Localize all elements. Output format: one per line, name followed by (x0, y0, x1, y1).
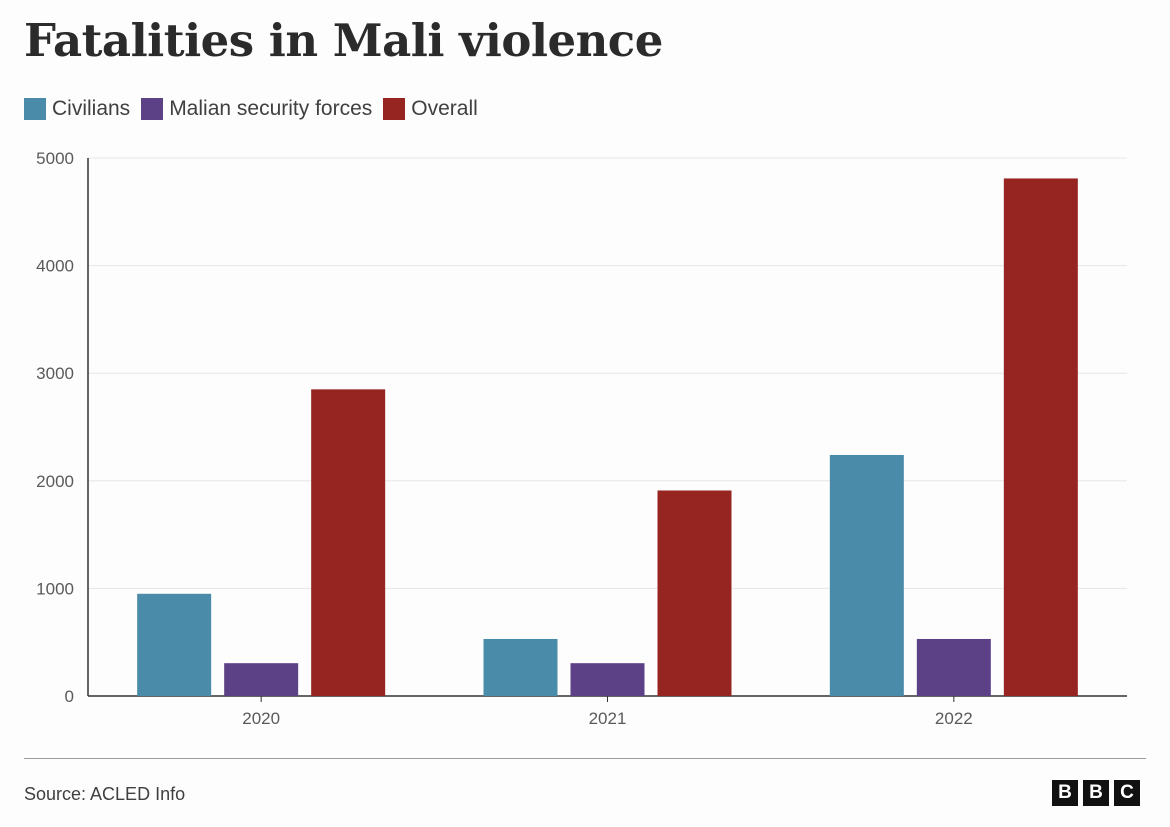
legend-swatch-overall (383, 98, 406, 120)
y-tick-label: 0 (65, 687, 74, 706)
bar-civilians-2021 (483, 638, 558, 696)
x-tick-label: 2021 (589, 709, 627, 728)
y-tick-label: 5000 (36, 149, 74, 168)
x-tick-label: 2022 (935, 709, 973, 728)
legend-swatch-security-forces (141, 98, 164, 120)
y-tick-label: 3000 (36, 364, 74, 383)
legend-label-civilians: Civilians (52, 97, 131, 120)
bar-overall-2022 (1003, 178, 1078, 697)
x-tick-label: 2020 (242, 709, 280, 728)
legend-item-civilians: Civilians (24, 97, 130, 121)
y-tick-label: 2000 (36, 472, 74, 491)
y-tick-label: 4000 (36, 257, 74, 276)
bar-chart: 0 1000 2000 3000 4000 5000 2020 2021 2022 (36, 149, 1127, 728)
bar-malian-security-forces-2022 (916, 638, 991, 696)
footer-divider (24, 758, 1146, 759)
legend-swatch-civilians (24, 98, 46, 120)
bbc-logo-letter: C (1114, 780, 1140, 806)
legend-label-security-forces: Malian security forces (169, 97, 373, 120)
bar-civilians-2022 (829, 454, 904, 696)
bar-malian-security-forces-2021 (570, 663, 645, 696)
chart-title: Fatalities in Mali violence (24, 14, 663, 67)
chart-legend: Civilians Malian security forces Overall (24, 97, 489, 121)
bbc-logo: B B C (1047, 780, 1140, 806)
legend-label-overall: Overall (411, 97, 478, 120)
source-note: Source: ACLED Info (24, 784, 186, 804)
legend-item-overall: Overall (383, 97, 478, 121)
bar-overall-2020 (311, 389, 386, 696)
bbc-logo-letter: B (1052, 780, 1078, 806)
bbc-logo-letter: B (1083, 780, 1109, 806)
bar-overall-2021 (657, 490, 732, 696)
bar-malian-security-forces-2020 (224, 663, 299, 696)
legend-item-security-forces: Malian security forces (141, 97, 372, 121)
y-tick-label: 1000 (36, 579, 74, 598)
bar-civilians-2020 (137, 593, 212, 696)
